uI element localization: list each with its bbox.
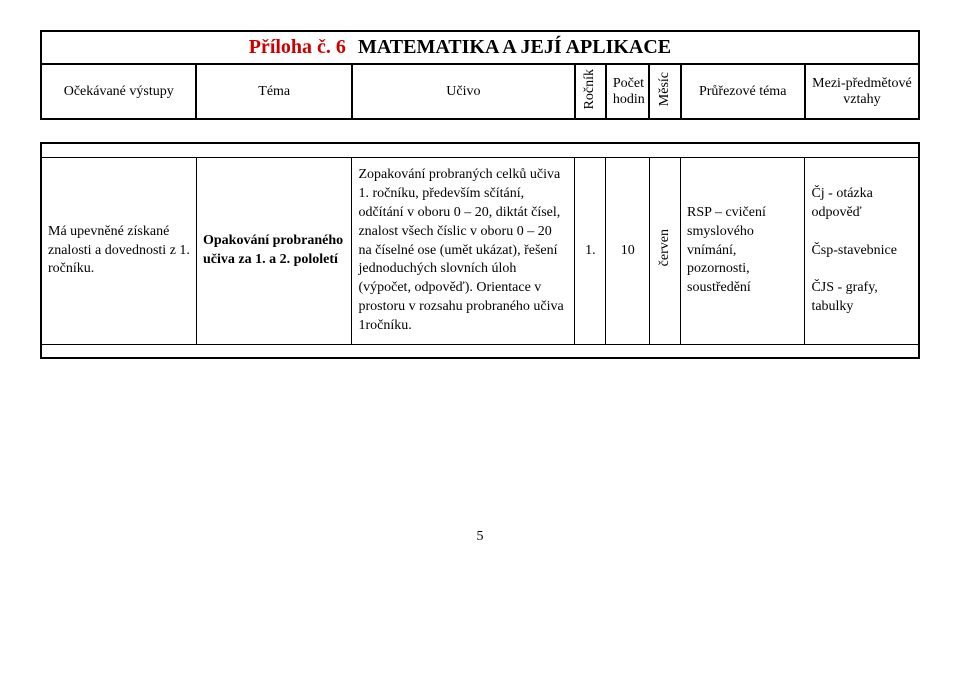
title-row: Příloha č. 6 MATEMATIKA A JEJÍ APLIKACE [41, 31, 919, 64]
cell-cross-topic: RSP – cvičení smyslového vnímání, pozorn… [681, 157, 805, 344]
col-grade-label: Ročník [582, 69, 598, 109]
cell-cross-subject: Čj - otázka odpověď Čsp-stavebnice ČJS -… [805, 157, 919, 344]
page-number: 5 [40, 529, 920, 545]
col-month: Měsíc [649, 64, 680, 119]
cell-month: červen [649, 157, 680, 344]
cell-hours: 10 [606, 157, 650, 344]
column-header-row: Očekávané výstupy Téma Učivo Ročník Poče… [41, 64, 919, 119]
body-table: Má upevněné získané znalosti a dovednost… [40, 142, 920, 359]
cell-curriculum: Zopakování probraných celků učiva 1. roč… [352, 157, 575, 344]
page: Příloha č. 6 MATEMATIKA A JEJÍ APLIKACE … [0, 0, 960, 565]
col-cross-subject: Mezi-předmětové vztahy [805, 64, 919, 119]
col-hours: Počet hodin [606, 64, 650, 119]
col-theme: Téma [196, 64, 351, 119]
col-grade: Ročník [575, 64, 606, 119]
col-curriculum: Učivo [352, 64, 575, 119]
cell-grade: 1. [575, 157, 606, 344]
cell-outcomes: Má upevněné získané znalosti a dovednost… [41, 157, 196, 344]
cell-month-text: červen [656, 229, 675, 266]
table-row: Má upevněné získané znalosti a dovednost… [41, 157, 919, 344]
cell-theme-text: Opakování probraného učiva za 1. a 2. po… [203, 233, 343, 267]
header-table: Příloha č. 6 MATEMATIKA A JEJÍ APLIKACE … [40, 30, 920, 120]
attachment-label: Příloha č. 6 [41, 31, 352, 64]
subject-title: MATEMATIKA A JEJÍ APLIKACE [352, 31, 919, 64]
col-cross-topic: Průřezové téma [681, 64, 805, 119]
col-outcomes: Očekávané výstupy [41, 64, 196, 119]
cell-theme: Opakování probraného učiva za 1. a 2. po… [196, 157, 351, 344]
col-month-label: Měsíc [657, 72, 673, 106]
